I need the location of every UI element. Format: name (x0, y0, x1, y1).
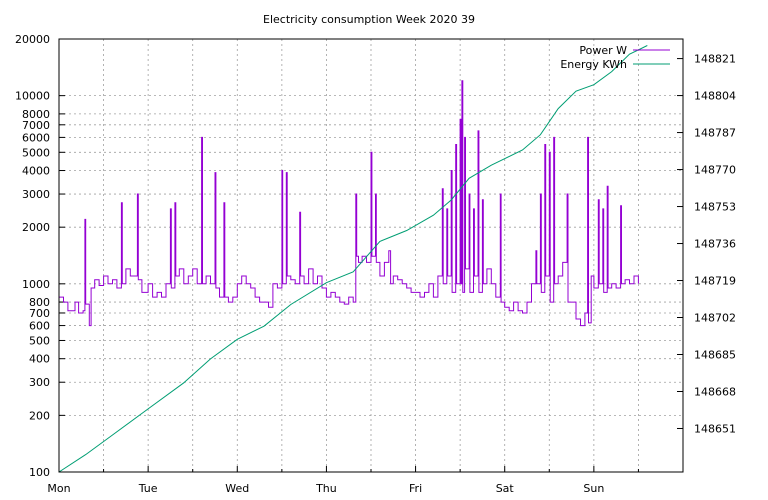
right-tick-label: 148702 (694, 312, 736, 325)
right-tick-label: 148753 (694, 201, 736, 214)
right-tick-label: 148719 (694, 275, 736, 288)
x-tick-label: Sun (583, 482, 604, 495)
left-tick-label: 600 (29, 320, 50, 333)
left-tick-label: 100 (29, 466, 50, 479)
left-tick-label: 500 (29, 334, 50, 347)
right-tick-label: 148651 (694, 422, 736, 435)
left-tick-label: 6000 (22, 131, 50, 144)
right-tick-label: 148736 (694, 238, 736, 251)
chart-title: Electricity consumption Week 2020 39 (263, 13, 475, 26)
plot-border (58, 38, 684, 473)
left-tick-label: 3000 (22, 188, 50, 201)
right-tick-label: 148668 (694, 385, 736, 398)
x-tick-label: Tue (138, 482, 158, 495)
series-energy-line (58, 45, 648, 473)
left-tick-label: 400 (29, 353, 50, 366)
legend-label-energy: Energy KWh (560, 58, 627, 71)
x-tick-label: Fri (409, 482, 422, 495)
right-tick-label: 148685 (694, 349, 736, 362)
x-axis: Mon Tue Wed Thu Fri Sat Sun (47, 466, 684, 495)
x-tick-label: Thu (315, 482, 337, 495)
left-tick-label: 4000 (22, 165, 50, 178)
x-tick-label: Sat (496, 482, 515, 495)
left-tick-label: 1000 (22, 278, 50, 291)
right-tick-label: 148821 (694, 53, 736, 66)
left-tick-label: 700 (29, 307, 50, 320)
left-tick-label: 20000 (15, 33, 50, 46)
left-tick-label: 5000 (22, 146, 50, 159)
left-tick-label: 800 (29, 296, 50, 309)
legend: Power W Energy KWh (560, 44, 670, 71)
left-tick-label: 7000 (22, 119, 50, 132)
left-tick-label: 2000 (22, 221, 50, 234)
left-tick-label: 10000 (15, 90, 50, 103)
right-tick-label: 148770 (694, 164, 736, 177)
left-tick-label: 8000 (22, 108, 50, 121)
right-tick-label: 148787 (694, 127, 736, 140)
x-tick-label: Mon (47, 482, 70, 495)
left-tick-label: 300 (29, 376, 50, 389)
x-tick-label: Wed (225, 482, 249, 495)
right-tick-label: 148804 (694, 90, 736, 103)
series-power-line (59, 80, 639, 327)
legend-label-power: Power W (579, 44, 627, 57)
right-y-axis: 148651 148668 148685 148702 148719 148736 1487… (677, 53, 736, 435)
left-tick-label: 200 (29, 409, 50, 422)
